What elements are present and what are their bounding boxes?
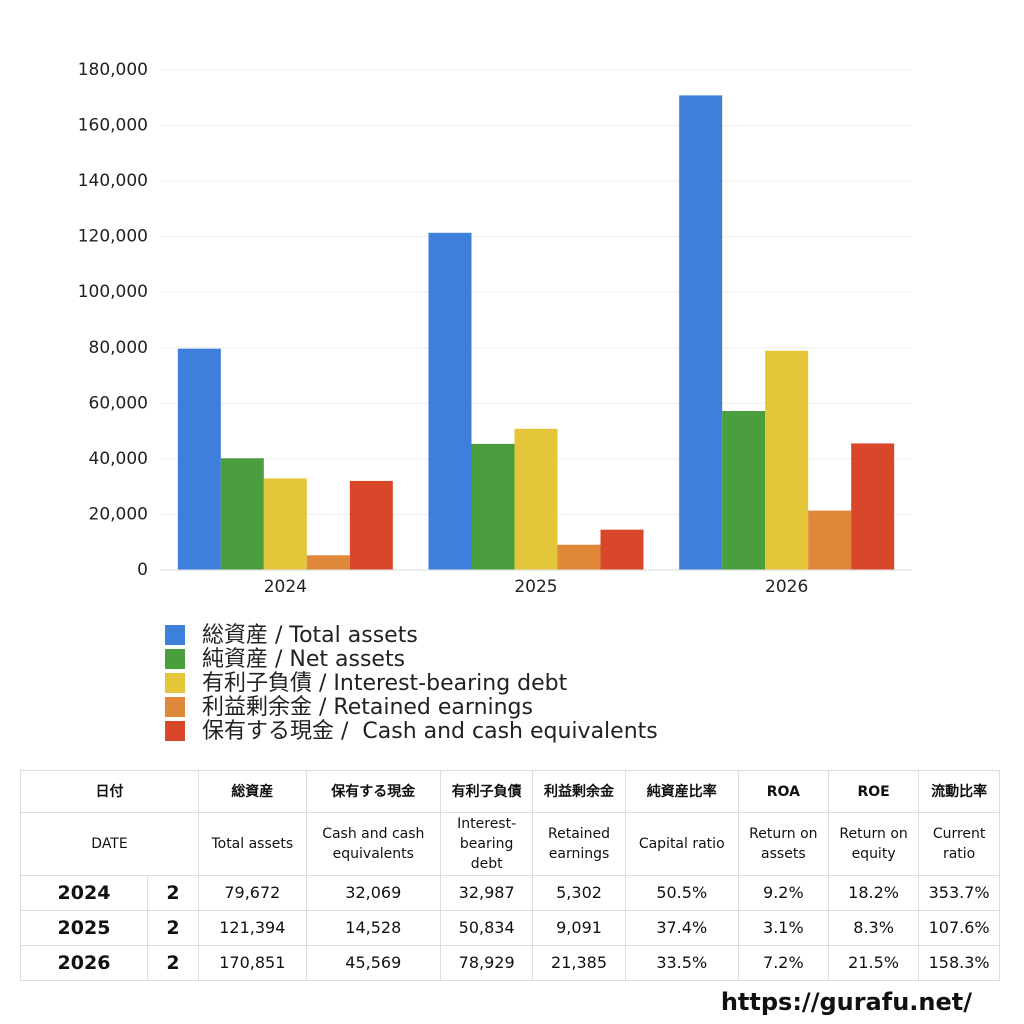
y-tick-label: 140,000 bbox=[78, 171, 148, 191]
table-cell: 総資産 bbox=[198, 770, 307, 813]
table-cell: 2 bbox=[147, 910, 199, 946]
table-cell: 5,302 bbox=[532, 875, 626, 911]
table-cell: ROE bbox=[827, 770, 920, 813]
table-cell: 78,929 bbox=[439, 945, 534, 981]
table-cell: 利益剰余金 bbox=[532, 770, 626, 813]
table-cell: 50.5% bbox=[624, 875, 739, 911]
table-cell: 45,569 bbox=[305, 945, 441, 981]
bar bbox=[349, 480, 393, 570]
table-cell: Retained earnings bbox=[532, 812, 626, 876]
y-tick-label: 40,000 bbox=[89, 449, 148, 469]
footer-url: https://gurafu.net/ bbox=[720, 988, 972, 1016]
table-cell: Cash and cash equivalents bbox=[305, 812, 441, 876]
data-table: 日付 総資産 保有する現金 有利子負債 利益剰余金 純資産比率 ROA ROE 流動比率 DA… bbox=[20, 770, 1000, 981]
table-cell: 8.3% bbox=[827, 910, 920, 946]
bar bbox=[808, 510, 852, 570]
table-cell: 保有する現金 bbox=[305, 770, 441, 813]
bar bbox=[600, 529, 644, 570]
table-cell: 2026 bbox=[20, 945, 148, 981]
table-cell: 170,851 bbox=[198, 945, 307, 981]
chart: 0 20,000 40,000 60,000 80,000 100,000 120,000 1… bbox=[78, 60, 912, 744]
table-cell: 14,528 bbox=[305, 910, 441, 946]
y-tick-label: 100,000 bbox=[78, 282, 148, 302]
table-cell: ROA bbox=[737, 770, 829, 813]
legend-label: 純資産 / Net assets bbox=[202, 647, 405, 672]
table-cell: Total assets bbox=[198, 812, 307, 876]
bar bbox=[679, 95, 723, 571]
x-tick-label: 2026 bbox=[765, 577, 808, 597]
legend-swatch bbox=[165, 697, 185, 717]
table-cell: 79,672 bbox=[198, 875, 307, 911]
table-cell: 121,394 bbox=[198, 910, 307, 946]
y-tick-label: 0 bbox=[137, 560, 148, 580]
legend-label: 保有する現金 / Cash and cash equivalents bbox=[202, 719, 658, 744]
legend-swatch bbox=[165, 673, 185, 693]
bar bbox=[428, 232, 472, 571]
bar bbox=[557, 544, 601, 570]
bar bbox=[263, 478, 307, 570]
header-cell: DATE bbox=[20, 812, 199, 876]
table-cell: 353.7% bbox=[918, 875, 1000, 911]
table-row: 2026 2 170,851 45,569 78,929 21,385 33.5% 7.2% 2… bbox=[20, 945, 1000, 981]
table-cell: 2 bbox=[147, 945, 199, 981]
legend-label: 有利子負債 / Interest-bearing debt bbox=[202, 671, 568, 696]
table-cell: 3.1% bbox=[737, 910, 829, 946]
legend-swatch bbox=[165, 721, 185, 741]
table-cell: 7.2% bbox=[737, 945, 829, 981]
y-tick-label: 80,000 bbox=[89, 338, 148, 358]
table-cell: 純資産比率 bbox=[624, 770, 739, 813]
bar bbox=[851, 443, 895, 570]
y-tick-label: 120,000 bbox=[78, 227, 148, 247]
table-cell: 50,834 bbox=[439, 910, 534, 946]
bar bbox=[306, 555, 350, 570]
legend-swatch bbox=[165, 649, 185, 669]
table-cell: Interest- bearing debt bbox=[439, 812, 534, 876]
table-cell: 有利子負債 bbox=[439, 770, 534, 813]
table-cell: Return on assets bbox=[737, 812, 829, 876]
table-cell: 2 bbox=[147, 875, 199, 911]
table-cell: 18.2% bbox=[827, 875, 920, 911]
header-row: 日付 総資産 保有する現金 有利子負債 利益剰余金 純資産比率 ROA ROE 流動比率 bbox=[20, 770, 1000, 813]
bar bbox=[471, 443, 515, 570]
table-cell: Return on equity bbox=[827, 812, 920, 876]
bar bbox=[765, 350, 809, 570]
legend-swatch bbox=[165, 625, 185, 645]
table-row: 2024 2 79,672 32,069 32,987 5,302 50.5% 9.2% 18.… bbox=[20, 875, 1000, 911]
table-cell: 32,987 bbox=[439, 875, 534, 911]
table-cell: 32,069 bbox=[305, 875, 441, 911]
legend-label: 利益剰余金 / Retained earnings bbox=[202, 695, 533, 720]
header-row: DATE Total assets Cash and cash equivalen… bbox=[20, 812, 1000, 876]
x-tick-label: 2025 bbox=[514, 577, 557, 597]
y-tick-label: 60,000 bbox=[89, 393, 148, 413]
table-cell: 158.3% bbox=[918, 945, 1000, 981]
table-cell: 9.2% bbox=[737, 875, 829, 911]
table-cell: 107.6% bbox=[918, 910, 1000, 946]
y-tick-label: 160,000 bbox=[78, 116, 148, 136]
bar bbox=[514, 428, 558, 570]
bar bbox=[177, 348, 221, 570]
table-cell: 2024 bbox=[20, 875, 148, 911]
table-cell: 37.4% bbox=[624, 910, 739, 946]
y-tick-label: 180,000 bbox=[78, 60, 148, 80]
header-cell: 日付 bbox=[20, 770, 199, 813]
table-cell: 2025 bbox=[20, 910, 148, 946]
table-cell: Capital ratio bbox=[624, 812, 739, 876]
table-cell: Current ratio bbox=[918, 812, 1000, 876]
table-cell: 21,385 bbox=[532, 945, 626, 981]
table-cell: 33.5% bbox=[624, 945, 739, 981]
legend-label: 総資産 / Total assets bbox=[202, 623, 418, 648]
bar bbox=[722, 411, 766, 570]
table-row: 2025 2 121,394 14,528 50,834 9,091 37.4% 3.1% 8.… bbox=[20, 910, 1000, 946]
table-cell: 21.5% bbox=[827, 945, 920, 981]
table-cell: 9,091 bbox=[532, 910, 626, 946]
y-tick-label: 20,000 bbox=[89, 504, 148, 524]
table-cell: 流動比率 bbox=[918, 770, 1000, 813]
x-tick-label: 2024 bbox=[264, 577, 307, 597]
bar bbox=[220, 458, 264, 570]
